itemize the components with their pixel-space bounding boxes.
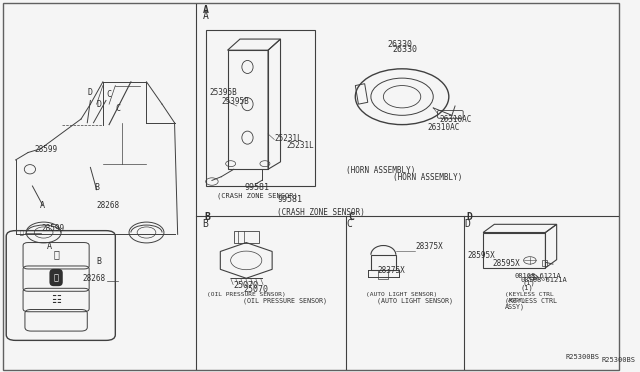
Bar (205, 30, 315, 186)
Text: ⚿: ⚿ (54, 273, 59, 282)
Text: B: B (204, 212, 211, 222)
Bar (371, 255, 396, 270)
Text: (OIL PRESSURE SENSOR): (OIL PRESSURE SENSOR) (243, 298, 327, 304)
Text: A: A (40, 201, 45, 210)
Text: 28375X: 28375X (377, 266, 405, 275)
Text: 28268: 28268 (83, 274, 106, 283)
Text: 25395B: 25395B (221, 97, 249, 106)
Text: ⚿: ⚿ (53, 250, 59, 259)
Text: D: D (97, 100, 102, 109)
Text: 28595X: 28595X (467, 251, 495, 260)
Text: ASSY): ASSY) (505, 303, 525, 310)
Text: ☷: ☷ (51, 295, 61, 305)
Text: (1): (1) (522, 280, 535, 286)
Text: D: D (465, 219, 470, 230)
Text: C: C (107, 90, 111, 99)
Text: C: C (348, 212, 354, 222)
Text: 25231L: 25231L (287, 141, 314, 150)
Text: 25231L: 25231L (275, 134, 302, 143)
Text: D: D (467, 212, 472, 222)
Text: ASSY): ASSY) (508, 298, 527, 303)
Text: 28375X: 28375X (416, 242, 444, 251)
Bar (483, 232, 545, 268)
Text: ⚿: ⚿ (20, 230, 24, 236)
Text: D: D (88, 88, 93, 97)
Text: (CRASH ZONE SENSOR): (CRASH ZONE SENSOR) (277, 208, 365, 217)
Bar (378, 270, 388, 279)
Text: 08168-6121A: 08168-6121A (520, 277, 567, 283)
Text: (1): (1) (520, 285, 533, 291)
Text: 26330: 26330 (393, 45, 418, 54)
Text: B: B (203, 219, 209, 230)
Bar (542, 260, 547, 266)
Bar (234, 231, 259, 243)
Text: 28595X: 28595X (492, 259, 520, 267)
Text: 26310AC: 26310AC (427, 123, 460, 132)
Text: (KEYLESS CTRL: (KEYLESS CTRL (505, 298, 557, 304)
Text: 28599: 28599 (42, 224, 65, 233)
Text: (KEYLESS CTRL: (KEYLESS CTRL (505, 292, 554, 297)
Text: 99581: 99581 (245, 183, 270, 192)
Text: B: B (94, 183, 99, 192)
Text: 25395B: 25395B (209, 88, 237, 97)
Text: 26330: 26330 (388, 39, 413, 48)
Text: 08168-6121A: 08168-6121A (515, 273, 561, 279)
Text: 25070: 25070 (234, 281, 259, 290)
Text: (HORN ASSEMBLY): (HORN ASSEMBLY) (346, 166, 415, 175)
Text: B: B (97, 257, 102, 266)
Text: (HORN ASSEMBLY): (HORN ASSEMBLY) (393, 173, 462, 182)
Text: A: A (47, 242, 52, 251)
Text: A: A (203, 5, 209, 15)
Text: A: A (203, 11, 209, 21)
Text: C: C (346, 219, 352, 230)
Text: (AUTO LIGHT SENSOR): (AUTO LIGHT SENSOR) (367, 292, 438, 297)
Text: 28599: 28599 (35, 145, 58, 154)
Text: (OIL PRESSURE SENSOR): (OIL PRESSURE SENSOR) (207, 292, 285, 297)
Text: 28268: 28268 (97, 201, 120, 210)
Text: C: C (115, 104, 120, 113)
Text: R25300BS: R25300BS (566, 354, 600, 360)
Text: R25300BS: R25300BS (602, 357, 636, 363)
Text: 25070: 25070 (243, 285, 268, 294)
Text: 26310AC: 26310AC (440, 115, 472, 124)
Text: (AUTO LIGHT SENSOR): (AUTO LIGHT SENSOR) (377, 298, 453, 304)
Text: (CRASH ZONE SENSOR): (CRASH ZONE SENSOR) (217, 193, 298, 199)
Text: 99581: 99581 (277, 195, 302, 204)
Bar (228, 50, 268, 169)
